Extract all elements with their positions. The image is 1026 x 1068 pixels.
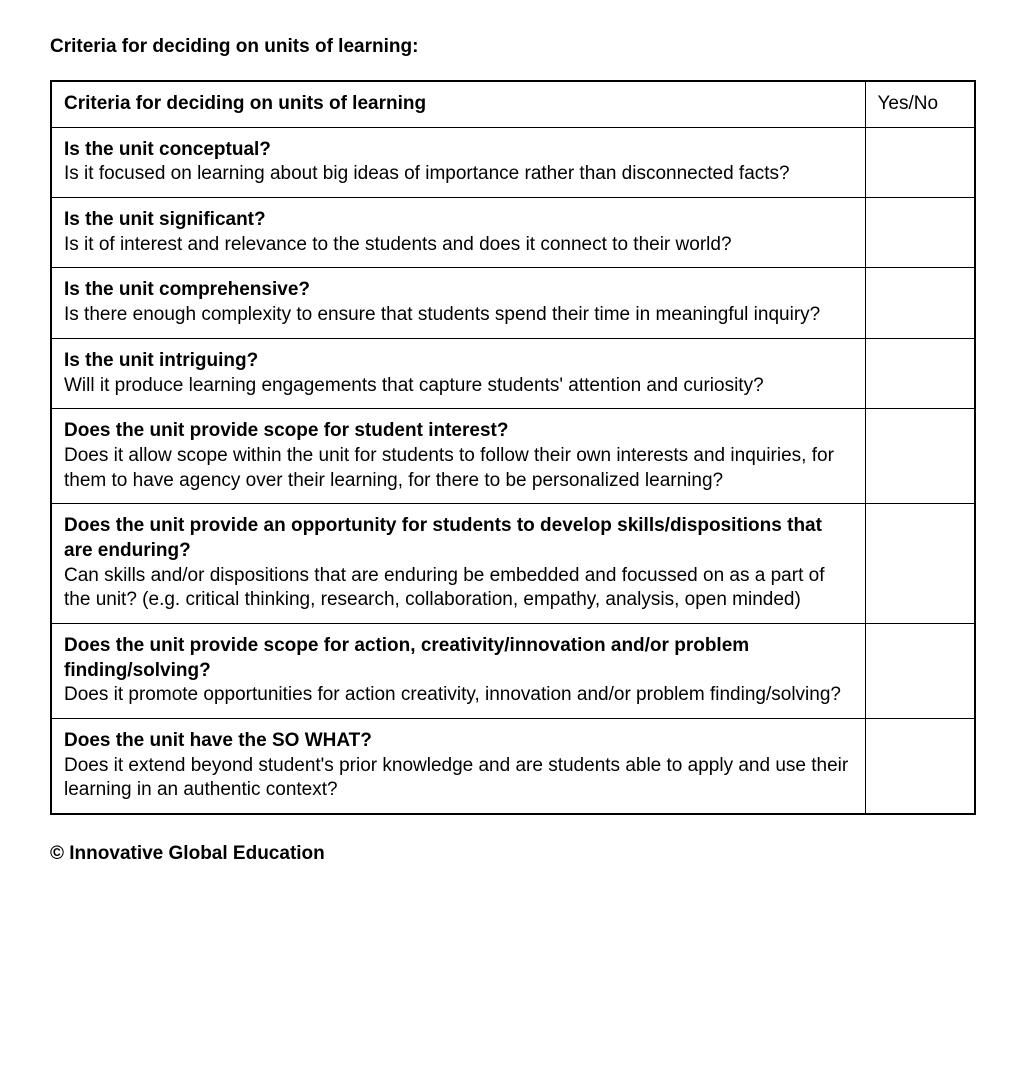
criteria-question: Is the unit comprehensive? [64, 278, 853, 303]
table-row: Is the unit intriguing?Will it produce l… [51, 338, 975, 408]
criteria-cell: Does the unit provide scope for student … [51, 409, 865, 504]
criteria-description: Can skills and/or dispositions that are … [64, 564, 853, 613]
criteria-description: Is it of interest and relevance to the s… [64, 233, 853, 258]
criteria-description: Does it extend beyond student's prior kn… [64, 754, 853, 803]
criteria-description: Is it focused on learning about big idea… [64, 162, 853, 187]
table-row: Does the unit provide scope for student … [51, 409, 975, 504]
yesno-cell[interactable] [865, 624, 975, 719]
criteria-cell: Is the unit significant?Is it of interes… [51, 198, 865, 268]
table-header-row: Criteria for deciding on units of learni… [51, 81, 975, 127]
criteria-question: Is the unit intriguing? [64, 349, 853, 374]
criteria-cell: Is the unit conceptual?Is it focused on … [51, 127, 865, 197]
header-criteria: Criteria for deciding on units of learni… [51, 81, 865, 127]
criteria-question: Does the unit provide an opportunity for… [64, 514, 853, 563]
table-row: Does the unit provide an opportunity for… [51, 504, 975, 624]
table-row: Does the unit have the SO WHAT?Does it e… [51, 719, 975, 815]
yesno-cell[interactable] [865, 338, 975, 408]
table-row: Is the unit significant?Is it of interes… [51, 198, 975, 268]
criteria-question: Does the unit provide scope for action, … [64, 634, 853, 683]
criteria-cell: Is the unit intriguing?Will it produce l… [51, 338, 865, 408]
table-body: Is the unit conceptual?Is it focused on … [51, 127, 975, 814]
yesno-cell[interactable] [865, 504, 975, 624]
criteria-question: Does the unit provide scope for student … [64, 419, 853, 444]
criteria-question: Is the unit significant? [64, 208, 853, 233]
table-row: Is the unit comprehensive?Is there enoug… [51, 268, 975, 338]
footer-copyright: © Innovative Global Education [50, 843, 976, 865]
criteria-cell: Is the unit comprehensive?Is there enoug… [51, 268, 865, 338]
criteria-cell: Does the unit provide scope for action, … [51, 624, 865, 719]
table-row: Does the unit provide scope for action, … [51, 624, 975, 719]
yesno-cell[interactable] [865, 198, 975, 268]
yesno-cell[interactable] [865, 719, 975, 815]
page-title: Criteria for deciding on units of learni… [50, 36, 976, 58]
criteria-description: Is there enough complexity to ensure tha… [64, 303, 853, 328]
criteria-question: Does the unit have the SO WHAT? [64, 729, 853, 754]
criteria-description: Does it allow scope within the unit for … [64, 444, 853, 493]
criteria-cell: Does the unit provide an opportunity for… [51, 504, 865, 624]
criteria-description: Does it promote opportunities for action… [64, 683, 853, 708]
yesno-cell[interactable] [865, 268, 975, 338]
table-row: Is the unit conceptual?Is it focused on … [51, 127, 975, 197]
criteria-cell: Does the unit have the SO WHAT?Does it e… [51, 719, 865, 815]
yesno-cell[interactable] [865, 127, 975, 197]
header-yesno: Yes/No [865, 81, 975, 127]
criteria-table: Criteria for deciding on units of learni… [50, 80, 976, 815]
yesno-cell[interactable] [865, 409, 975, 504]
criteria-description: Will it produce learning engagements tha… [64, 374, 853, 399]
criteria-question: Is the unit conceptual? [64, 138, 853, 163]
